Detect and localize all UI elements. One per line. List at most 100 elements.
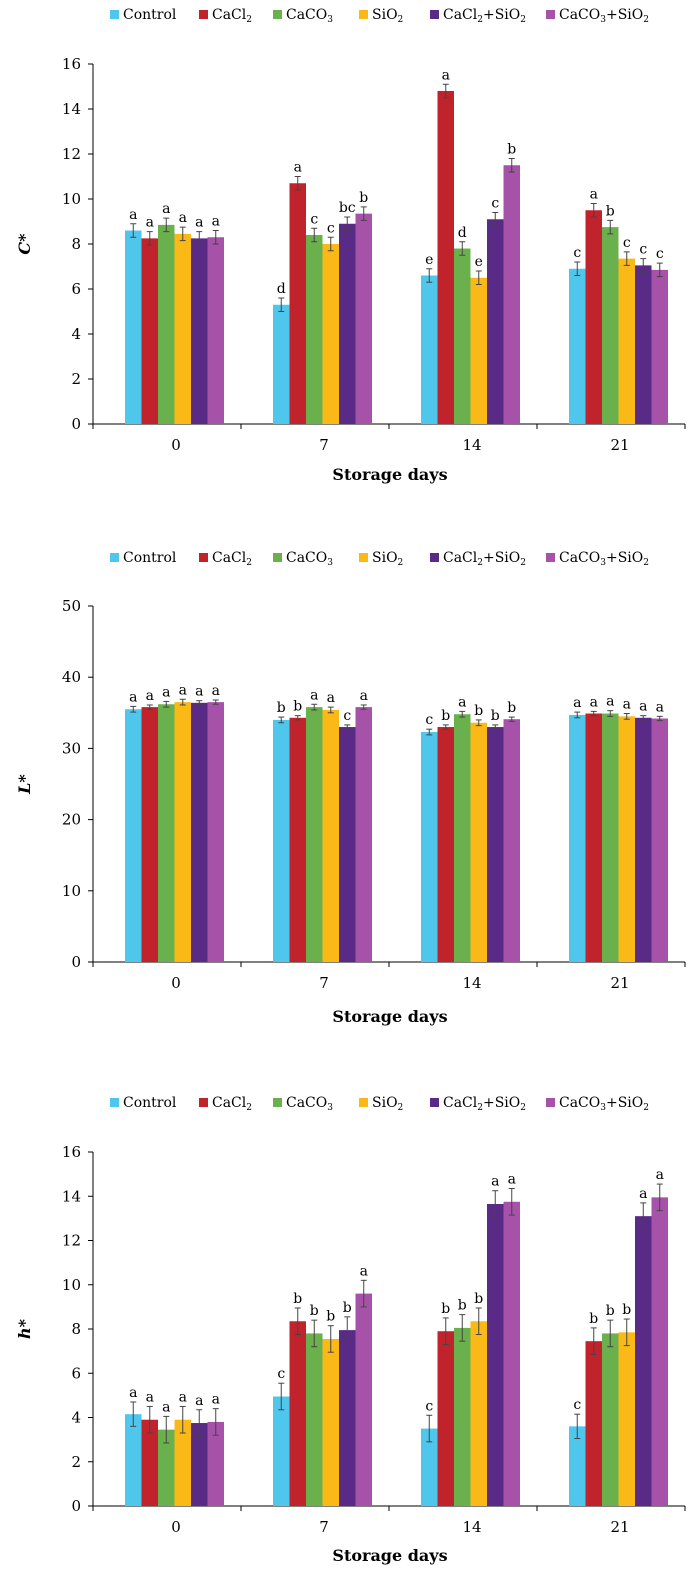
significance-letter: a (179, 682, 187, 698)
significance-letter: c (327, 220, 335, 236)
legend-swatch-control (110, 553, 119, 562)
legend-swatch-caco3-plus-sio2 (546, 10, 555, 19)
bar (470, 277, 487, 424)
legend-label-part: CaCl (443, 7, 478, 23)
significance-letter: b (441, 1301, 450, 1317)
significance-letter: a (129, 207, 137, 223)
y-tick-label: 12 (62, 145, 81, 163)
bar (322, 244, 339, 424)
legend-label-part: 2 (643, 15, 649, 25)
legend-label: CaCl2 (212, 550, 252, 568)
bar (635, 1216, 652, 1506)
significance-letter: c (656, 246, 664, 262)
significance-letter: a (491, 1174, 499, 1190)
significance-letter: a (442, 67, 450, 83)
y-tick-label: 8 (71, 1320, 81, 1338)
significance-letter: a (508, 1172, 516, 1188)
legend-label-part: 2 (398, 15, 404, 25)
legend-swatch-cacl2-plus-sio2 (430, 1098, 439, 1107)
y-axis-title: L* (15, 774, 34, 795)
y-tick-label: 4 (71, 325, 81, 343)
y-tick-label: 4 (71, 1409, 81, 1427)
significance-letter: b (359, 190, 368, 206)
x-tick-label: 7 (319, 974, 329, 992)
legend-label-part: CaCO (286, 1095, 327, 1111)
significance-letter: a (639, 1186, 647, 1202)
bar (158, 1429, 175, 1506)
legend-label: CaCO3+SiO2 (559, 7, 649, 25)
x-tick-label: 21 (610, 1518, 629, 1536)
legend-label-part: CaCO (559, 1095, 600, 1111)
y-tick-label: 50 (62, 597, 81, 615)
significance-letter: a (458, 694, 466, 710)
y-axis-title: h* (15, 1318, 34, 1339)
legend-label: Control (123, 550, 177, 566)
significance-letter: b (293, 1291, 302, 1307)
significance-letter: a (179, 1389, 187, 1405)
bar (273, 719, 290, 962)
significance-letter: e (425, 252, 433, 268)
y-tick-label: 6 (71, 1364, 81, 1382)
legend-label-part: +SiO (606, 7, 643, 23)
significance-letter: a (294, 160, 302, 176)
legend-label-part: Control (123, 7, 177, 23)
legend-label-part: +SiO (483, 7, 520, 23)
bar (273, 1396, 290, 1506)
bar (322, 1338, 339, 1506)
bar (355, 1293, 372, 1506)
y-tick-label: 6 (71, 280, 81, 298)
y-tick-label: 2 (71, 1453, 81, 1471)
bar (273, 304, 290, 424)
legend-label: CaCl2+SiO2 (443, 1095, 526, 1113)
significance-letter: b (458, 1298, 467, 1314)
significance-letter: c (277, 1366, 285, 1382)
legend-label-part: 2 (477, 1103, 483, 1113)
bar (174, 233, 191, 424)
significance-letter: a (606, 694, 614, 710)
significance-letter: a (623, 697, 631, 713)
significance-letter: a (129, 689, 137, 705)
legend-label-part: 2 (398, 1103, 404, 1113)
significance-letter: d (458, 225, 467, 241)
x-tick-label: 14 (462, 974, 481, 992)
significance-letter: a (162, 1399, 170, 1415)
legend-label-part: CaCl (443, 1095, 478, 1111)
legend-label-part: 3 (600, 558, 606, 568)
significance-letter: a (310, 687, 318, 703)
legend-swatch-caco3-plus-sio2 (546, 553, 555, 562)
bar (503, 719, 520, 962)
significance-letter: d (277, 281, 286, 297)
bar (355, 707, 372, 962)
bar (503, 1201, 520, 1506)
significance-letter: a (656, 699, 664, 715)
legend-label-part: 2 (520, 1103, 526, 1113)
bar (437, 1331, 454, 1506)
legend-label-part: 2 (520, 558, 526, 568)
significance-letter: b (622, 1302, 631, 1318)
bar (503, 165, 520, 424)
bar (339, 223, 356, 424)
bar (158, 704, 175, 962)
significance-letter: e (475, 254, 483, 270)
y-tick-label: 0 (71, 1497, 81, 1515)
significance-letter: c (573, 245, 581, 261)
x-tick-label: 0 (171, 1518, 181, 1536)
bar (569, 714, 586, 962)
y-tick-label: 14 (62, 1187, 81, 1205)
bar (306, 235, 323, 424)
bar (454, 714, 471, 962)
bar (618, 258, 635, 424)
significance-letter: a (179, 210, 187, 226)
y-tick-label: 0 (71, 953, 81, 971)
y-tick-label: 0 (71, 415, 81, 433)
legend-label-part: CaCO (559, 550, 600, 566)
bar (569, 1426, 586, 1506)
significance-letter: a (360, 1263, 368, 1279)
legend-label-part: 2 (477, 15, 483, 25)
bar (437, 727, 454, 962)
legend-label: CaCO3 (286, 550, 333, 568)
legend-swatch-caco3 (273, 553, 282, 562)
significance-letter: bc (339, 200, 356, 216)
bar (487, 727, 504, 962)
significance-letter: b (343, 1300, 352, 1316)
